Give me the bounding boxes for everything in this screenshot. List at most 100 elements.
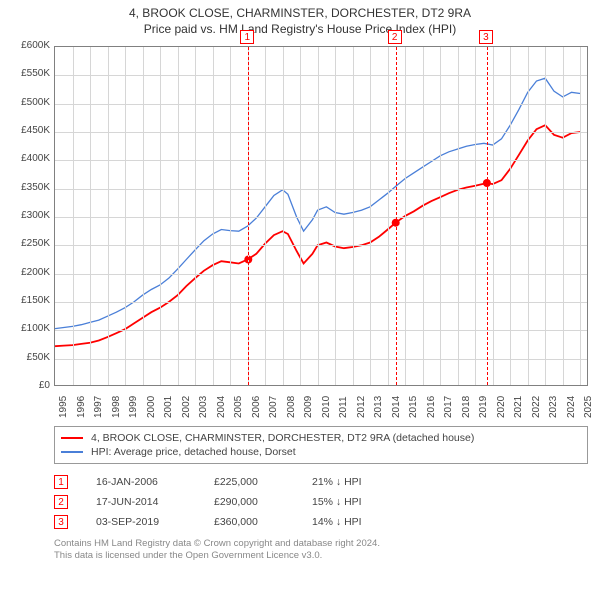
legend-row: 4, BROOK CLOSE, CHARMINSTER, DORCHESTER,… <box>61 431 581 445</box>
x-tick-label: 2014 <box>391 396 402 418</box>
sale-event-date: 17-JUN-2014 <box>96 496 186 508</box>
x-tick-label: 2010 <box>321 396 332 418</box>
gridline-v <box>388 47 389 385</box>
gridline-h <box>55 132 587 133</box>
x-tick-label: 2005 <box>233 396 244 418</box>
x-tick-label: 2018 <box>461 396 472 418</box>
gridline-h <box>55 245 587 246</box>
gridline-h <box>55 104 587 105</box>
gridline-h <box>55 359 587 360</box>
plot-area <box>54 46 588 386</box>
legend-label: 4, BROOK CLOSE, CHARMINSTER, DORCHESTER,… <box>91 432 474 444</box>
x-tick-label: 2001 <box>163 396 174 418</box>
x-tick-label: 2023 <box>548 396 559 418</box>
x-tick-label: 2024 <box>566 396 577 418</box>
sale-event-delta: 21% ↓ HPI <box>312 476 402 488</box>
gridline-v <box>90 47 91 385</box>
sale-marker-box: 2 <box>388 30 402 44</box>
y-tick-label: £400K <box>6 153 50 164</box>
footer-line-1: Contains HM Land Registry data © Crown c… <box>54 538 594 550</box>
x-tick-label: 1997 <box>93 396 104 418</box>
sale-marker-line <box>396 47 397 385</box>
y-tick-label: £250K <box>6 238 50 249</box>
gridline-v <box>300 47 301 385</box>
gridline-v <box>195 47 196 385</box>
sale-marker-box: 1 <box>240 30 254 44</box>
gridline-h <box>55 330 587 331</box>
gridline-h <box>55 274 587 275</box>
gridline-v <box>335 47 336 385</box>
gridline-h <box>55 217 587 218</box>
sale-event-date: 03-SEP-2019 <box>96 516 186 528</box>
sale-event-price: £290,000 <box>214 496 284 508</box>
gridline-v <box>213 47 214 385</box>
gridline-v <box>580 47 581 385</box>
gridline-v <box>178 47 179 385</box>
x-tick-label: 2025 <box>583 396 594 418</box>
sale-event-delta: 14% ↓ HPI <box>312 516 402 528</box>
gridline-v <box>108 47 109 385</box>
sale-marker-line <box>248 47 249 385</box>
gridline-v <box>475 47 476 385</box>
legend-row: HPI: Average price, detached house, Dors… <box>61 445 581 459</box>
sale-event-num: 3 <box>54 515 68 529</box>
gridline-v <box>423 47 424 385</box>
x-tick-label: 2002 <box>181 396 192 418</box>
gridline-v <box>143 47 144 385</box>
x-tick-label: 2012 <box>356 396 367 418</box>
gridline-h <box>55 302 587 303</box>
gridline-v <box>440 47 441 385</box>
gridline-v <box>283 47 284 385</box>
gridline-h <box>55 189 587 190</box>
x-tick-label: 2000 <box>146 396 157 418</box>
gridline-v <box>528 47 529 385</box>
legend-swatch <box>61 437 83 439</box>
y-tick-label: £300K <box>6 210 50 221</box>
y-tick-label: £100K <box>6 323 50 334</box>
sale-event-delta: 15% ↓ HPI <box>312 496 402 508</box>
x-tick-label: 2003 <box>198 396 209 418</box>
x-tick-label: 1996 <box>76 396 87 418</box>
page-title: 4, BROOK CLOSE, CHARMINSTER, DORCHESTER,… <box>6 6 594 20</box>
legend: 4, BROOK CLOSE, CHARMINSTER, DORCHESTER,… <box>54 426 588 464</box>
sale-events-table: 116-JAN-2006£225,00021% ↓ HPI217-JUN-201… <box>54 472 588 532</box>
gridline-v <box>73 47 74 385</box>
y-tick-label: £500K <box>6 97 50 108</box>
sale-event-num: 2 <box>54 495 68 509</box>
y-tick-label: £350K <box>6 182 50 193</box>
x-tick-label: 2017 <box>443 396 454 418</box>
x-tick-label: 2011 <box>338 396 349 418</box>
x-tick-label: 2009 <box>303 396 314 418</box>
sale-event-row: 303-SEP-2019£360,00014% ↓ HPI <box>54 512 588 532</box>
gridline-v <box>545 47 546 385</box>
sale-marker-line <box>487 47 488 385</box>
x-tick-label: 2019 <box>478 396 489 418</box>
x-tick-label: 1999 <box>128 396 139 418</box>
gridline-h <box>55 160 587 161</box>
x-tick-label: 2007 <box>268 396 279 418</box>
gridline-v <box>265 47 266 385</box>
sale-marker-box: 3 <box>479 30 493 44</box>
y-tick-label: £600K <box>6 40 50 51</box>
y-tick-label: £0 <box>6 380 50 391</box>
page-subtitle: Price paid vs. HM Land Registry's House … <box>6 22 594 36</box>
gridline-v <box>493 47 494 385</box>
gridline-v <box>353 47 354 385</box>
y-tick-label: £450K <box>6 125 50 136</box>
legend-label: HPI: Average price, detached house, Dors… <box>91 446 296 458</box>
x-tick-label: 2004 <box>216 396 227 418</box>
gridline-v <box>405 47 406 385</box>
sale-event-date: 16-JAN-2006 <box>96 476 186 488</box>
gridline-v <box>160 47 161 385</box>
y-tick-label: £50K <box>6 352 50 363</box>
gridline-v <box>370 47 371 385</box>
legend-swatch <box>61 451 83 453</box>
x-tick-label: 2006 <box>251 396 262 418</box>
x-tick-label: 2008 <box>286 396 297 418</box>
sale-event-row: 2 17-JUN-2014 £290,000 15% ↓ HPI <box>54 492 588 512</box>
y-tick-label: £150K <box>6 295 50 306</box>
y-tick-label: £550K <box>6 68 50 79</box>
sale-event-num: 1 <box>54 475 68 489</box>
x-tick-label: 1998 <box>111 396 122 418</box>
gridline-v <box>563 47 564 385</box>
